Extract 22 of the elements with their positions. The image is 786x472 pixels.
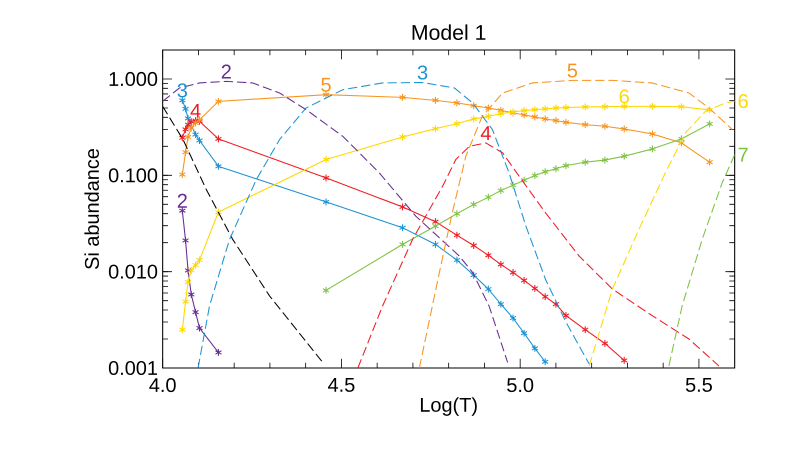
y-tick-label: 0.010: [108, 264, 158, 279]
series-label: 6: [738, 94, 748, 108]
y-tick-label: 1.000: [110, 72, 158, 86]
series-label: 4: [190, 104, 201, 118]
series-label: 2: [178, 194, 187, 208]
chart-title: Model 1: [412, 24, 486, 40]
x-tick-label: 5.0: [507, 378, 534, 392]
series-label: 5: [568, 64, 578, 78]
series-label: 2: [222, 64, 231, 78]
x-tick-label: 5.5: [686, 378, 712, 392]
x-axis-title: Log(T): [420, 397, 477, 416]
series-label: 7: [738, 148, 748, 162]
y-tick-label: 0.001: [108, 360, 157, 376]
x-tick-label: 4.5: [328, 378, 354, 392]
series-label: 3: [418, 65, 428, 80]
series-label: 5: [321, 78, 331, 92]
x-tick-label: 4.0: [149, 378, 176, 392]
series-label: 4: [480, 126, 491, 140]
series-label: 6: [620, 89, 629, 104]
y-tick-label: 0.100: [108, 168, 158, 182]
series-label: 3: [178, 83, 187, 98]
y-axis-title: Si abundance: [84, 149, 99, 270]
